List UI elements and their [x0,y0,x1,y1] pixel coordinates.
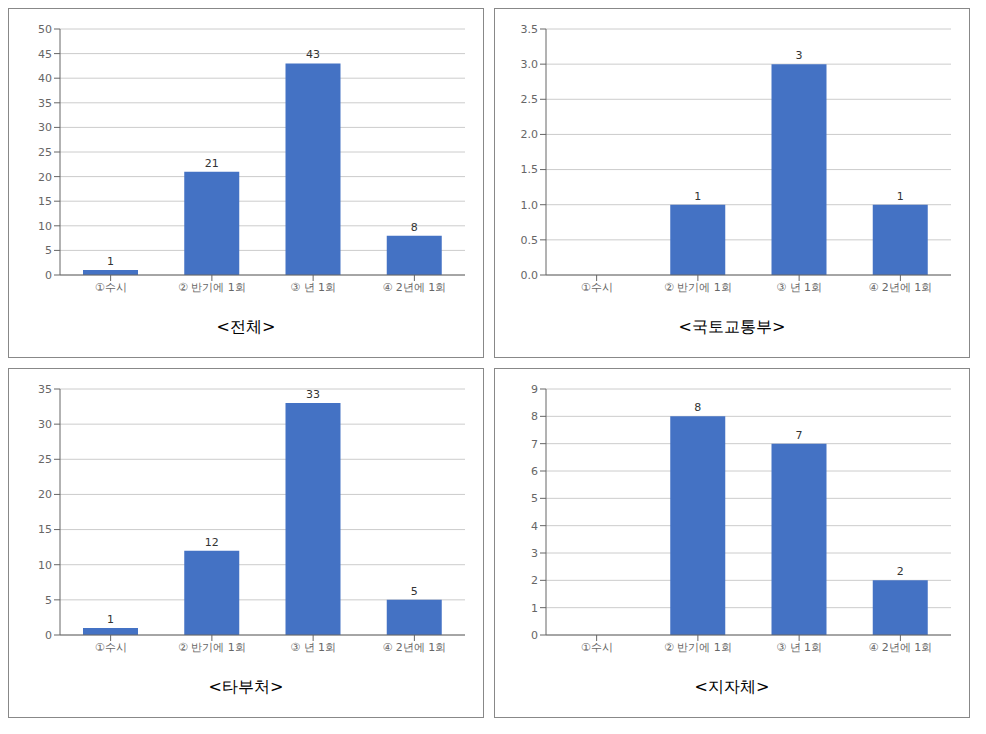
svg-text:9: 9 [531,383,538,396]
svg-text:0.5: 0.5 [521,234,539,247]
svg-text:45: 45 [38,48,52,61]
svg-text:15: 15 [38,195,52,208]
svg-text:2.5: 2.5 [521,93,539,106]
html-text:<국토교통부>: <국토교통부> [678,317,786,336]
svg-text:④ 2년에 1회: ④ 2년에 1회 [382,641,446,654]
svg-text:2: 2 [531,574,538,587]
svg-text:② 반기에 1회: ② 반기에 1회 [178,641,246,654]
svg-text:0: 0 [45,269,52,282]
svg-text:② 반기에 1회: ② 반기에 1회 [664,641,732,654]
svg-text:③ 년 1회: ③ 년 1회 [290,641,336,654]
svg-text:3: 3 [531,547,538,560]
svg-text:③ 년 1회: ③ 년 1회 [776,641,822,654]
svg-text:15: 15 [38,523,52,536]
svg-text:25: 25 [38,146,52,159]
svg-text:30: 30 [38,121,52,134]
svg-text:1.5: 1.5 [521,163,539,176]
svg-text:0: 0 [45,629,52,642]
svg-text:①수시: ①수시 [581,281,613,294]
svg-text:35: 35 [38,383,52,396]
svg-text:30: 30 [38,418,52,431]
svg-text:50: 50 [38,23,52,36]
svg-text:20: 20 [38,488,52,501]
svg-text:35: 35 [38,97,52,110]
svg-text:② 반기에 1회: ② 반기에 1회 [178,281,246,294]
svg-text:3.5: 3.5 [521,23,539,36]
svg-text:12: 12 [205,536,219,549]
svg-text:6: 6 [531,465,538,478]
svg-text:8: 8 [411,221,418,234]
svg-text:5: 5 [45,244,52,257]
html-text:<지자체>: <지자체> [694,677,770,696]
svg-text:①수시: ①수시 [95,641,127,654]
svg-text:43: 43 [306,48,320,61]
svg-text:8: 8 [531,410,538,423]
svg-text:10: 10 [38,220,52,233]
svg-text:4: 4 [531,520,538,533]
svg-text:5: 5 [45,594,52,607]
svg-text:8: 8 [694,401,701,414]
svg-text:1: 1 [694,190,701,203]
svg-text:④ 2년에 1회: ④ 2년에 1회 [868,641,932,654]
svg-text:2: 2 [897,565,904,578]
svg-text:7: 7 [531,438,538,451]
svg-text:21: 21 [205,157,219,170]
svg-text:40: 40 [38,72,52,85]
svg-text:④ 2년에 1회: ④ 2년에 1회 [868,281,932,294]
svg-text:1: 1 [531,602,538,615]
svg-text:1: 1 [897,190,904,203]
svg-text:33: 33 [306,388,320,401]
svg-text:③ 년 1회: ③ 년 1회 [290,281,336,294]
svg-text:1.0: 1.0 [521,199,539,212]
svg-text:0: 0 [531,629,538,642]
svg-text:3.0: 3.0 [521,58,539,71]
svg-text:② 반기에 1회: ② 반기에 1회 [664,281,732,294]
svg-text:①수시: ①수시 [95,281,127,294]
svg-text:③ 년 1회: ③ 년 1회 [776,281,822,294]
svg-text:①수시: ①수시 [581,641,613,654]
svg-text:3: 3 [796,49,803,62]
svg-text:0.0: 0.0 [521,269,539,282]
svg-text:④ 2년에 1회: ④ 2년에 1회 [382,281,446,294]
svg-text:10: 10 [38,559,52,572]
svg-text:7: 7 [796,429,803,442]
html-text:<타부처>: <타부처> [208,677,284,696]
svg-text:5: 5 [531,492,538,505]
svg-text:20: 20 [38,171,52,184]
svg-text:2.0: 2.0 [521,128,539,141]
svg-text:1: 1 [107,255,114,268]
html-text:<전체>: <전체> [216,317,276,336]
svg-text:1: 1 [107,613,114,626]
svg-text:25: 25 [38,453,52,466]
svg-text:5: 5 [411,585,418,598]
